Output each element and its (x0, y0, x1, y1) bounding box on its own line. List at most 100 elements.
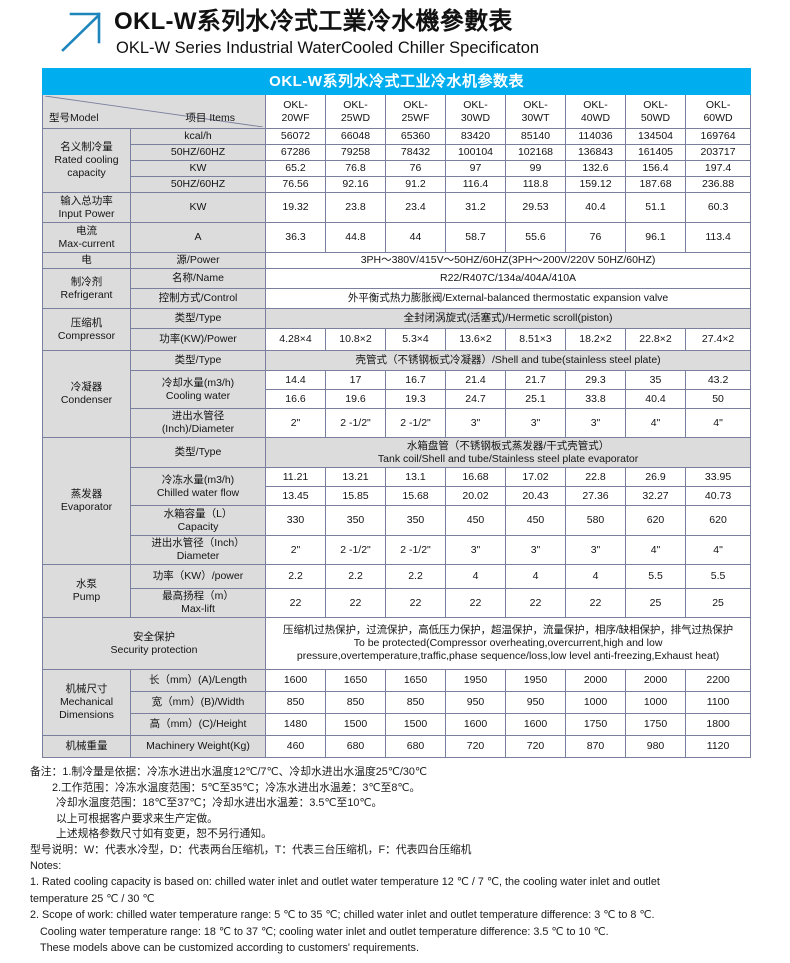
cell: 4" (625, 408, 686, 438)
cell-condenser-type: 壳管式（不锈钢板式冷凝器）/Shell and tube(stainless s… (264, 350, 752, 371)
cell: 5.5 (625, 564, 686, 589)
cell: 1750 (625, 713, 686, 736)
cell: 79258 (325, 144, 386, 161)
table-row-input-power: 输入总功率 Input Power KW 19.32 23.8 23.4 31.2… (42, 192, 752, 223)
corner-model-label: 型号Model (49, 112, 99, 124)
cell: 460 (265, 735, 326, 758)
table-row-kw-5060: 50HZ/60HZ 76.56 92.16 91.2 116.4 118.8 1… (43, 176, 752, 193)
cell: 2 -1/2" (325, 408, 386, 438)
cell: 8.51×3 (505, 328, 566, 351)
cell: 20.43 (505, 486, 566, 506)
cell: 17.02 (505, 467, 566, 487)
table-row-max-current: 电流 Max-current A 36.3 44.8 44 58.7 55.6 7… (42, 222, 752, 253)
cell: 44.8 (325, 222, 386, 253)
cell: 91.2 (385, 176, 446, 193)
cell: 850 (325, 691, 386, 714)
cell: 25.1 (505, 389, 566, 409)
cell: 3" (505, 535, 566, 565)
cell: 4" (684, 535, 752, 565)
cell: 450 (505, 505, 566, 536)
cell: 20.02 (445, 486, 506, 506)
table-row-weight: 机械重量 Machinery Weight(Kg) 460 680 680 72… (42, 735, 752, 758)
cell: 16.7 (385, 370, 446, 390)
cell: 35 (625, 370, 686, 390)
cell: 18.2×2 (565, 328, 626, 351)
group-label-evaporator: 蒸发器 Evaporator (42, 437, 131, 565)
diagonal-arrow-logo (60, 8, 106, 56)
cell: 17 (325, 370, 386, 390)
item-label: 控制方式/Control (130, 288, 266, 309)
cell: 15.68 (385, 486, 446, 506)
table-row-security: 安全保护 Security protection 压缩机过热保护，过流保护，高低压… (42, 617, 752, 670)
item-label-chilled-water-flow: 冷冻水量(m3/h) Chilled water flow (130, 467, 266, 506)
cell: 161405 (625, 144, 686, 161)
table-banner-row: OKL-W系列水冷式工业冷水机参数表 (41, 68, 752, 95)
cell: 24.7 (445, 389, 506, 409)
item-label: 功率(KW)/Power (130, 328, 266, 351)
cell: 14.4 (265, 370, 326, 390)
cell: 950 (505, 691, 566, 714)
cell: 1000 (625, 691, 686, 714)
cell: 2000 (565, 669, 626, 692)
table-row-condenser-type: 冷凝器 Condenser 类型/Type 壳管式（不锈钢板式冷凝器）/Shell… (42, 350, 752, 438)
note-cn-4: 以上可根据客户要求来生产定做。 (56, 812, 218, 825)
cell: 1650 (325, 669, 386, 692)
cell: 1120 (684, 735, 752, 758)
cell: 680 (385, 735, 446, 758)
cell: 2.2 (265, 564, 326, 589)
group-label-dimensions: 机械尺寸 Mechanical Dimensions (42, 669, 131, 736)
cell: 11.21 (265, 467, 326, 487)
cell: 850 (265, 691, 326, 714)
cell: 83420 (445, 128, 506, 145)
cell-refrigerant-name: R22/R407C/134a/404A/410A (264, 268, 752, 289)
cell: 1650 (385, 669, 446, 692)
cell: 97 (445, 160, 506, 177)
table-row-refrigerant-control: 控制方式/Control 外平衡式热力膨胀阀/External-balanced… (43, 288, 752, 309)
cell: 156.4 (625, 160, 686, 177)
cell: 13.21 (325, 467, 386, 487)
cell: 116.4 (445, 176, 506, 193)
cell: 2 -1/2" (385, 535, 446, 565)
cell: 56072 (265, 128, 326, 145)
cell: 27.4×2 (684, 328, 752, 351)
table-row-evaporator-flow-2: 13.45 15.85 15.68 20.02 20.43 27.36 32.2… (43, 486, 752, 506)
item-label-cooling-water: 冷却水量(m3/h) Cooling water (130, 370, 266, 409)
table-row-width: 宽（mm）(B)/Width 850 850 850 950 950 1000 … (43, 691, 752, 714)
cell: 22 (385, 588, 446, 618)
note-cn-1: 备注：1.制冷量是依据：冷冻水进出水温度12℃/7℃、冷却水进出水温度25℃/3… (30, 766, 428, 778)
cell: 40.4 (565, 192, 626, 223)
cell: 1100 (684, 691, 752, 714)
cell: 58.7 (445, 222, 506, 253)
cell: 36.3 (265, 222, 326, 253)
cell: 16.68 (445, 467, 506, 487)
cell: 2" (265, 535, 326, 565)
cell: 33.95 (684, 467, 752, 487)
cell: 134504 (625, 128, 686, 145)
group-label-pump: 水泵 Pump (42, 564, 131, 618)
security-line-en-2: pressure,overtemperature,traffic,phase s… (296, 650, 720, 662)
cell: 76.8 (325, 160, 386, 177)
cell: 950 (445, 691, 506, 714)
table-row-compressor-type: 压缩机 Compressor 类型/Type 全封闭涡旋式(活塞式)/Hermet… (42, 308, 752, 351)
cell: 27.36 (565, 486, 626, 506)
cell: 21.7 (505, 370, 566, 390)
cell: 40.4 (625, 389, 686, 409)
item-label: 源/Power (130, 252, 266, 269)
corner-items-label: 项目 Items (185, 112, 235, 124)
cell: 132.6 (565, 160, 626, 177)
cell: 85140 (505, 128, 566, 145)
cell: 13.6×2 (445, 328, 506, 351)
cell: 2200 (684, 669, 752, 692)
cell: 2" (265, 408, 326, 438)
cell-compressor-type: 全封闭涡旋式(活塞式)/Hermetic scroll(piston) (264, 308, 752, 329)
group-label-max-current: 电流 Max-current (42, 222, 131, 253)
cell: 23.8 (325, 192, 386, 223)
cell: 350 (325, 505, 386, 536)
cell: 118.8 (505, 176, 566, 193)
cell: 1600 (445, 713, 506, 736)
cell: 76.56 (265, 176, 326, 193)
cell: 100104 (445, 144, 506, 161)
cell: 5.3×4 (385, 328, 446, 351)
table-row-evaporator-diameter: 进出水管径（Inch） Diameter 2" 2 -1/2" 2 -1/2" 3… (43, 535, 752, 565)
